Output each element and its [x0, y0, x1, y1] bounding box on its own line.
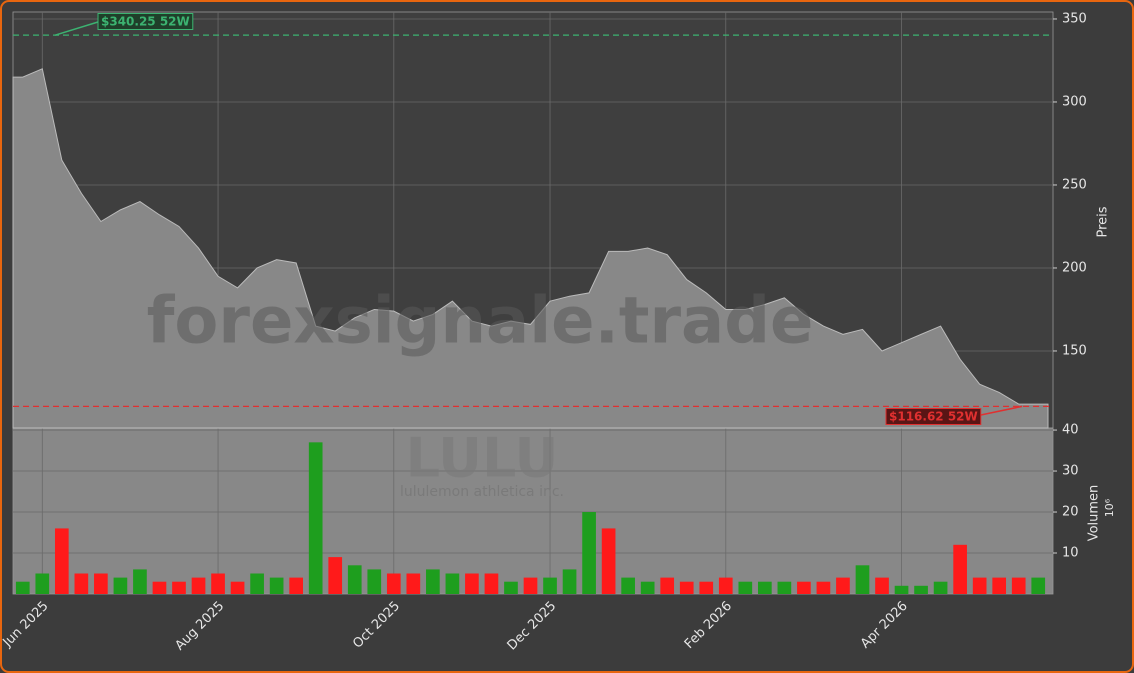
y-tick-label: 250	[1062, 177, 1087, 192]
volume-bar	[562, 569, 577, 594]
volume-bar	[992, 577, 1007, 594]
label-box	[97, 13, 194, 30]
volume-bar	[523, 577, 538, 594]
volume-bar	[191, 577, 206, 594]
y-tick-label: 300	[1062, 94, 1087, 109]
price-area	[12, 68, 1049, 429]
volume-bar	[875, 577, 889, 594]
volume-bar	[328, 557, 343, 594]
volume-bar	[308, 442, 323, 594]
volume-bar	[484, 573, 499, 594]
volume-bar	[406, 573, 421, 594]
volume-bar	[426, 569, 440, 594]
volume-bar	[465, 573, 479, 594]
y-axis-label: Preis	[1096, 206, 1111, 237]
volume-bar	[386, 573, 401, 594]
y-tick-label: 20	[1062, 505, 1079, 520]
volume-bar	[582, 512, 596, 594]
reference-label: $340.25 52W	[101, 15, 190, 29]
volume-bar	[621, 577, 635, 594]
volume-bar	[54, 528, 69, 594]
volume-bar	[660, 577, 675, 594]
volume-bar	[894, 585, 909, 594]
company-watermark: lululemon athletica inc.	[400, 484, 564, 500]
volume-bar	[250, 573, 264, 594]
volume-bar	[640, 581, 655, 594]
volume-bar	[504, 581, 518, 594]
volume-bar	[367, 569, 382, 594]
y-tick-label: 350	[1062, 11, 1087, 26]
volume-bar	[1011, 577, 1026, 594]
y-tick-label: 40	[1062, 423, 1079, 438]
volume-bar	[152, 581, 167, 594]
volume-bar	[172, 581, 186, 594]
volume-bar	[35, 573, 50, 594]
y-tick-label: 30	[1062, 464, 1079, 479]
volume-bar	[855, 565, 870, 594]
volume-bar	[15, 581, 30, 594]
volume-bar	[699, 581, 714, 594]
y-tick-label: 150	[1062, 343, 1087, 358]
y-tick-label: 10	[1062, 546, 1079, 561]
reference-label: $116.62 52W	[889, 410, 978, 424]
volume-bar	[269, 577, 284, 594]
volume-bar	[816, 581, 831, 594]
volume-bar	[211, 573, 225, 594]
watermark: forexsignale.trade	[147, 285, 814, 359]
volume-bar	[679, 581, 694, 594]
volume-bar	[601, 528, 616, 594]
volume-bar	[230, 581, 245, 594]
volume-bar	[133, 569, 147, 594]
volume-bar	[797, 581, 811, 594]
volume-bar	[758, 581, 772, 594]
symbol-watermark: LULU	[406, 427, 559, 490]
volume-bar	[74, 573, 89, 594]
volume-bar	[94, 573, 108, 594]
volume-bar	[914, 585, 928, 594]
label-box	[885, 408, 982, 425]
volume-bar	[738, 581, 753, 594]
volume-bar	[445, 573, 460, 594]
volume-bar	[113, 577, 128, 594]
annotation-arrow	[54, 21, 99, 36]
volume-bar	[972, 577, 987, 594]
volume-bar	[543, 577, 557, 594]
annotation-arrow	[980, 405, 1023, 416]
volume-bar	[1031, 577, 1046, 594]
volume-bar	[836, 577, 850, 594]
volume-bar	[777, 581, 792, 594]
y-tick-label: 200	[1062, 260, 1087, 275]
volume-bar	[953, 544, 967, 594]
y-axis-label: Volumen	[1087, 485, 1102, 542]
volume-bar	[933, 581, 948, 594]
volume-bar	[347, 565, 362, 594]
volume-bar	[289, 577, 303, 594]
y-axis-unit: 10⁶	[1103, 498, 1116, 517]
volume-bar	[718, 577, 733, 594]
